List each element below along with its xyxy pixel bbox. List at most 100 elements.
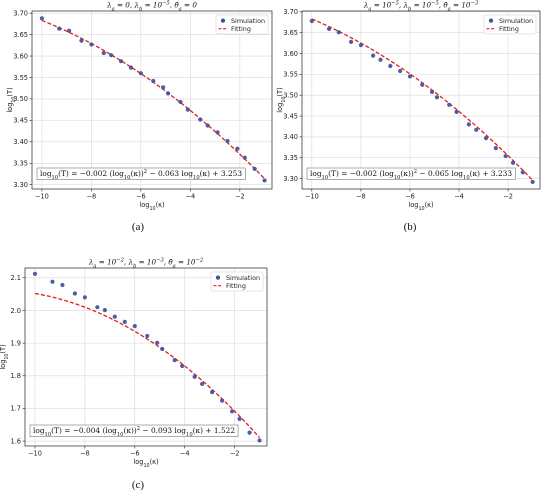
simulation-point xyxy=(371,53,376,58)
simulation-point xyxy=(237,416,242,421)
simulation-point xyxy=(235,146,240,151)
simulation-point xyxy=(101,50,106,56)
simulation-point xyxy=(192,374,197,379)
legend-label-fitting: Fitting xyxy=(231,25,251,33)
y-tick-label: 3.55 xyxy=(13,74,28,82)
simulation-point xyxy=(398,68,403,74)
simulation-point xyxy=(89,42,94,47)
simulation-point xyxy=(434,95,440,100)
fit-equation-box xyxy=(306,167,516,180)
simulation-point xyxy=(178,99,183,105)
y-tick-label: 3.55 xyxy=(283,71,298,79)
y-tick-label: 1.7 xyxy=(11,405,22,413)
simulation-point xyxy=(172,358,177,363)
simulation-point xyxy=(32,271,38,276)
simulation-point xyxy=(215,130,220,135)
plot-frame xyxy=(24,267,268,447)
x-tick-label: −6 xyxy=(405,193,415,201)
x-tick-label: −8 xyxy=(87,193,97,201)
x-axis-label: log10(κ) xyxy=(408,201,433,212)
plot-area xyxy=(25,268,267,446)
x-tick-label: −10 xyxy=(35,193,49,201)
y-tick-label: 3.70 xyxy=(13,9,28,17)
y-tick-label: 3.65 xyxy=(13,31,28,39)
y-tick-label: 3.50 xyxy=(13,95,28,103)
chart-title: λa = 10−5, λb = 10−5, θ̄a = 10−3 xyxy=(363,1,479,13)
y-tick-label: 3.65 xyxy=(283,29,298,37)
panel-caption: (c) xyxy=(132,479,145,491)
simulation-point xyxy=(161,85,166,90)
legend-label-simulation: Simulation xyxy=(499,17,533,25)
simulation-point xyxy=(388,63,393,69)
simulation-point xyxy=(510,160,516,165)
x-tick-label: −8 xyxy=(356,193,366,201)
y-tick-label: 3.45 xyxy=(13,117,28,125)
y-tick-label: 1.9 xyxy=(11,339,22,347)
y-axis-label: log10(T) xyxy=(276,87,287,112)
simulation-point xyxy=(257,438,262,443)
fit-equation: log10(T) = −0.002 (log10(κ))2 − 0.065 lo… xyxy=(310,169,512,181)
simulation-point xyxy=(262,178,267,183)
legend-box xyxy=(215,14,269,35)
y-tick-label: 3.35 xyxy=(13,160,28,168)
simulation-point xyxy=(118,59,124,64)
y-axis-label: log10(T) xyxy=(0,344,10,369)
simulation-point xyxy=(128,65,134,70)
simulation-point xyxy=(447,102,452,107)
simulation-point xyxy=(72,291,77,296)
simulation-point xyxy=(39,16,44,21)
simulation-point xyxy=(165,91,171,96)
simulation-point xyxy=(358,43,363,48)
simulation-point xyxy=(79,38,84,43)
panel-caption: (a) xyxy=(132,221,145,233)
simulation-point xyxy=(145,333,150,339)
x-axis-label: log10(κ) xyxy=(133,458,158,469)
simulation-point xyxy=(185,107,190,112)
simulation-point xyxy=(493,146,498,151)
chart-panel-3: −10 −8 −6 −4 −2 1.6 1.7 1.8 1.9 2.0 2.1 λa = 10−2, … xyxy=(0,258,268,491)
y-tick-label: 3.40 xyxy=(283,133,298,141)
legend-label-fitting: Fitting xyxy=(499,25,519,33)
legend-marker-simulation xyxy=(215,275,221,280)
simulation-point xyxy=(210,390,215,395)
plot-frame xyxy=(31,10,273,190)
fit-equation-box xyxy=(36,167,246,180)
panel-caption: (b) xyxy=(404,221,417,233)
legend-label-fitting: Fitting xyxy=(226,282,246,290)
y-tick-label: 3.60 xyxy=(13,52,28,60)
y-tick-label: 3.70 xyxy=(283,8,298,16)
simulation-point xyxy=(429,89,435,94)
y-tick-label: 3.60 xyxy=(283,50,298,58)
simulation-point xyxy=(466,122,471,127)
simulation-point xyxy=(454,109,459,114)
simulation-point xyxy=(112,314,117,319)
simulation-point xyxy=(122,319,127,324)
simulation-point xyxy=(50,279,55,284)
chart-title: λa = 10−2, λb = 10−3, θ̄a = 10−2 xyxy=(88,258,203,270)
simulation-point xyxy=(348,39,354,44)
plot-frame xyxy=(301,10,541,190)
legend-label-simulation: Simulation xyxy=(226,274,260,282)
y-tick-label: 3.40 xyxy=(13,138,28,146)
x-tick-label: −6 xyxy=(136,193,146,201)
simulation-point xyxy=(242,155,247,160)
fit-equation: log10(T) = −0.004 (log10(κ))2 − 0.093 lo… xyxy=(33,426,235,438)
simulation-point xyxy=(205,123,210,128)
simulation-point xyxy=(138,71,143,76)
y-tick-label: 3.30 xyxy=(283,175,298,183)
simulation-point xyxy=(180,363,185,369)
legend-marker-simulation xyxy=(488,18,494,23)
legend-box xyxy=(483,14,537,35)
x-tick-label: −2 xyxy=(503,193,513,201)
x-axis-label: log10(κ) xyxy=(139,201,164,212)
fit-equation: log10(T) = −0.002 (log10(κ))2 − 0.063 lo… xyxy=(40,169,242,181)
x-tick-label: −10 xyxy=(305,193,319,201)
simulation-point xyxy=(474,127,479,132)
simulation-point xyxy=(151,78,156,84)
y-tick-label: 3.30 xyxy=(13,181,28,189)
simulation-point xyxy=(95,305,100,310)
simulation-point xyxy=(160,346,165,352)
